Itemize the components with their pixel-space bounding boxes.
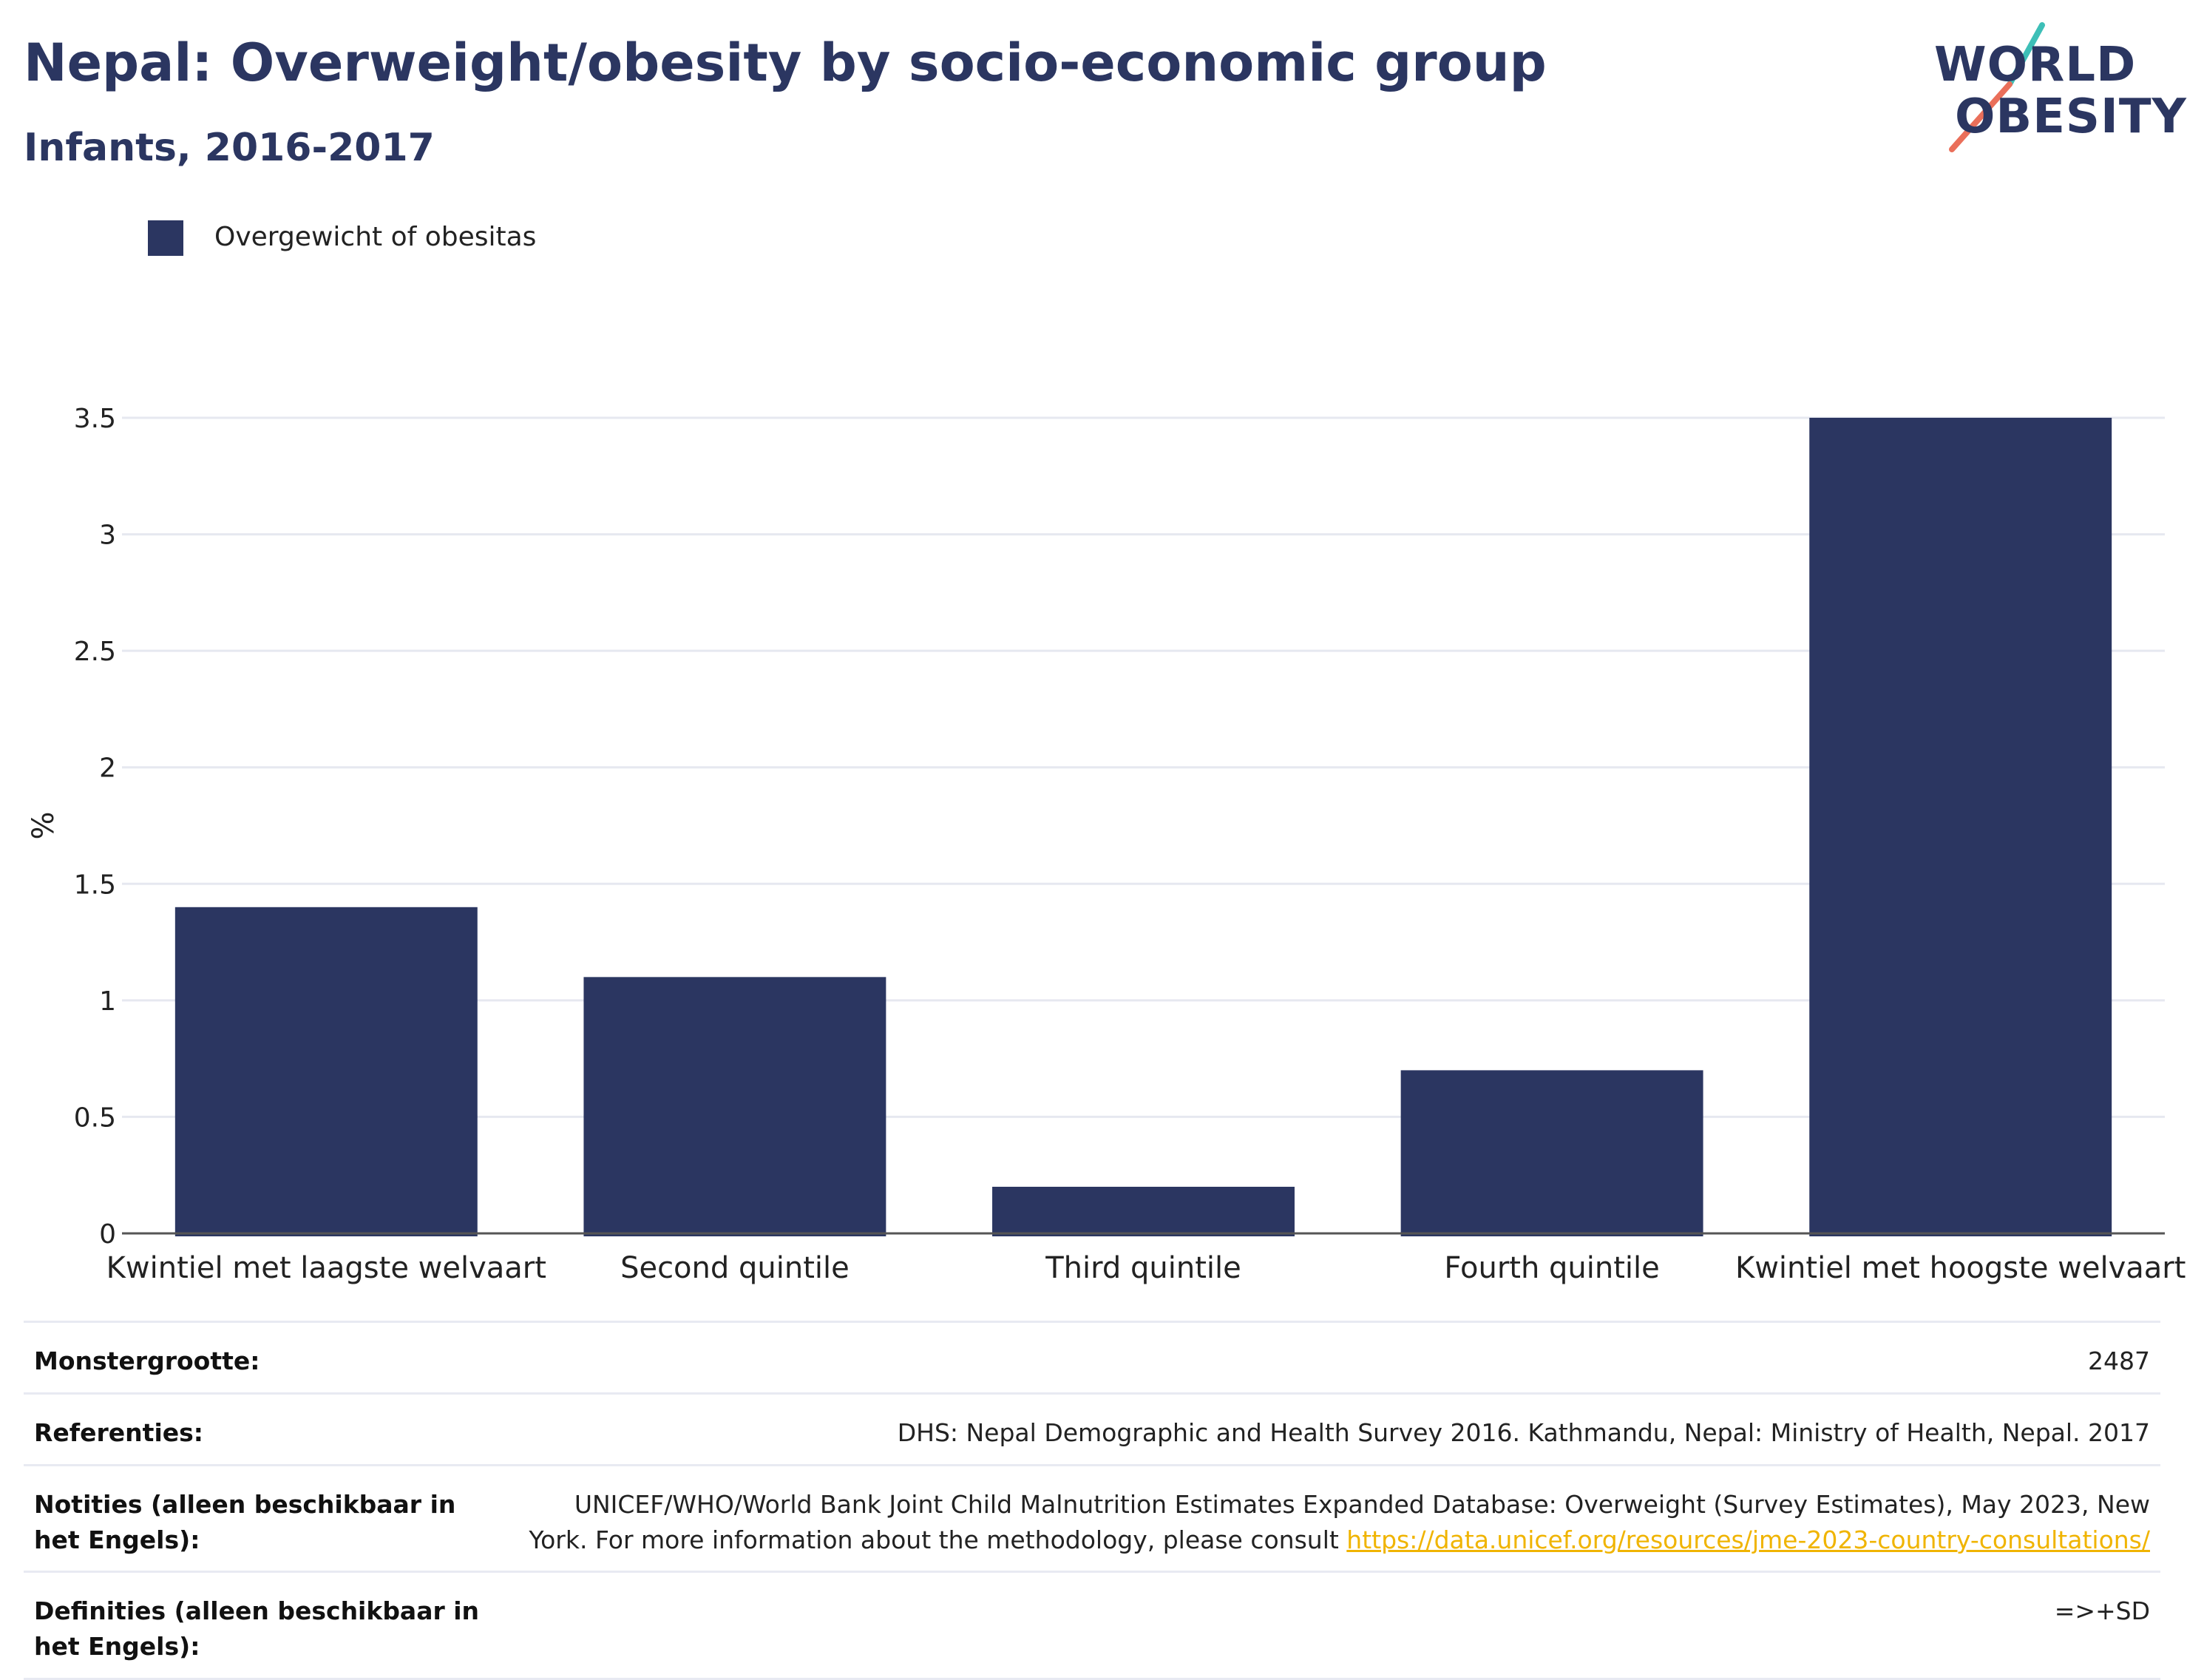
definitions-label: Definities (alleen beschikbaar in het En… bbox=[24, 1571, 518, 1680]
info-row-notes: Notities (alleen beschikbaar in het Enge… bbox=[24, 1463, 2160, 1572]
sample-size-label: Monstergrootte: bbox=[24, 1321, 518, 1394]
bar-chart: 0 0.5 1 1.5 2 2.5 3 3.5 Kwintiel met laagste we… bbox=[27, 404, 2186, 1285]
x-category-label: Kwintiel met hoogste welvaart bbox=[1735, 1251, 2186, 1285]
y-tick-label: 3.5 bbox=[74, 404, 116, 434]
world-obesity-logo[interactable]: WORLD OBESITY bbox=[1922, 22, 2186, 155]
notes-link[interactable]: https://data.unicef.org/resources/jme-20… bbox=[1346, 1525, 2150, 1554]
logo-slash-icon bbox=[1949, 22, 2045, 152]
y-axis-title: % bbox=[27, 811, 61, 839]
references-label: Referenties: bbox=[24, 1392, 518, 1466]
x-category-label: Kwintiel met laagste welvaart bbox=[106, 1251, 546, 1285]
notes-value: UNICEF/WHO/World Bank Joint Child Malnut… bbox=[518, 1463, 2160, 1572]
bar bbox=[1809, 418, 2112, 1236]
x-axis-labels: Kwintiel met laagste welvaart Second quin… bbox=[106, 1251, 2186, 1285]
y-axis-ticks: 0 0.5 1 1.5 2 2.5 3 3.5 bbox=[74, 404, 116, 1250]
info-row-references: Referenties: DHS: Nepal Demographic and … bbox=[24, 1392, 2160, 1466]
y-tick-label: 1 bbox=[99, 986, 116, 1017]
x-category-label: Second quintile bbox=[620, 1251, 850, 1285]
chart-bars bbox=[174, 418, 2112, 1236]
notes-label: Notities (alleen beschikbaar in het Enge… bbox=[24, 1463, 518, 1572]
y-tick-label: 0.5 bbox=[74, 1102, 116, 1133]
x-category-label: Fourth quintile bbox=[1444, 1251, 1659, 1285]
bar bbox=[992, 1186, 1295, 1236]
notes-text: UNICEF/WHO/World Bank Joint Child Malnut… bbox=[529, 1489, 2150, 1554]
logo-text-world: WORLD bbox=[1934, 38, 2137, 92]
bar bbox=[1400, 1070, 1703, 1236]
definitions-value: =>+SD bbox=[518, 1571, 2160, 1680]
x-category-label: Third quintile bbox=[1045, 1251, 1241, 1285]
bar bbox=[583, 977, 886, 1236]
y-tick-label: 2.5 bbox=[74, 637, 116, 667]
y-tick-label: 3 bbox=[99, 521, 116, 551]
bar bbox=[174, 907, 478, 1236]
logo-text-obesity: OBESITY bbox=[1955, 89, 2187, 144]
y-tick-label: 1.5 bbox=[74, 870, 116, 900]
y-tick-label: 0 bbox=[99, 1219, 116, 1250]
info-row-definitions: Definities (alleen beschikbaar in het En… bbox=[24, 1571, 2160, 1680]
page-title: Nepal: Overweight/obesity by socio-econo… bbox=[24, 33, 1547, 93]
references-value: DHS: Nepal Demographic and Health Survey… bbox=[518, 1392, 2160, 1466]
y-tick-label: 2 bbox=[99, 753, 116, 784]
legend-label: Overgewicht of obesitas bbox=[214, 222, 537, 252]
legend-swatch bbox=[148, 220, 183, 256]
chart-info-table: Monstergrootte: 2487 Referenties: DHS: N… bbox=[24, 1321, 2160, 1680]
info-row-sample-size: Monstergrootte: 2487 bbox=[24, 1321, 2160, 1394]
page-subtitle: Infants, 2016-2017 bbox=[24, 126, 435, 170]
sample-size-value: 2487 bbox=[518, 1321, 2160, 1394]
